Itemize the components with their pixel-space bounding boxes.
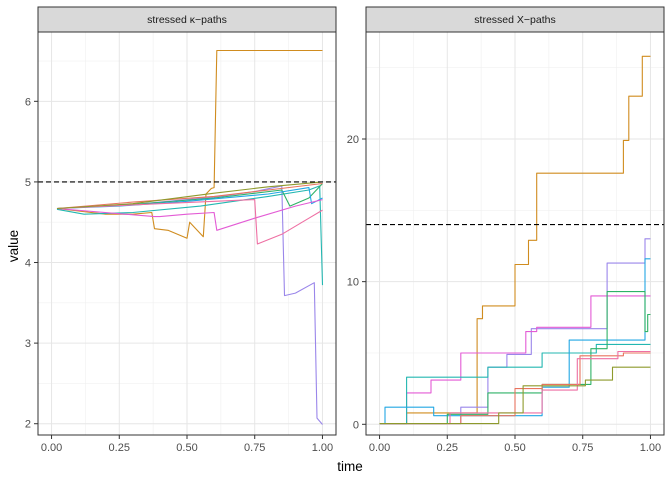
x-tick-label: 0.50 bbox=[176, 442, 197, 454]
series-line-path-pink bbox=[379, 350, 651, 425]
series-line-path-purple bbox=[379, 238, 651, 425]
y-tick-label: 3 bbox=[25, 338, 31, 350]
x-tick-label: 0.25 bbox=[437, 442, 458, 454]
facet-strip-title: stressed κ−paths bbox=[147, 14, 227, 26]
y-axis-title: value bbox=[6, 230, 21, 262]
x-axis-title: time bbox=[337, 459, 363, 474]
x-tick-label: 1.00 bbox=[640, 442, 661, 454]
series-line-path-magenta bbox=[56, 199, 323, 231]
y-tick-label: 4 bbox=[25, 258, 31, 270]
y-tick-label: 6 bbox=[25, 96, 31, 108]
y-tick-label: 20 bbox=[347, 134, 359, 146]
x-tick-label: 0.75 bbox=[572, 442, 593, 454]
x-tick-label: 0.25 bbox=[109, 442, 130, 454]
series-line-path-green bbox=[379, 291, 651, 425]
y-tick-label: 2 bbox=[25, 419, 31, 431]
series-line-path-olive bbox=[56, 181, 323, 210]
facet-strip bbox=[37, 6, 337, 33]
x-tick-label: 0.00 bbox=[41, 442, 62, 454]
series-line-path-red bbox=[379, 352, 651, 425]
x-tick-label: 1.00 bbox=[312, 442, 333, 454]
y-tick-label: 0 bbox=[353, 419, 359, 431]
series-line-path-orange bbox=[379, 55, 651, 425]
facet-strip-title: stressed X−paths bbox=[474, 14, 555, 26]
panel-kappa-paths: stressed κ−paths 0.00 0.25 0.50 0.75 1.00 2 3 4 5… bbox=[25, 6, 337, 454]
series-line-path-teal bbox=[56, 185, 324, 286]
y-tick-label: 10 bbox=[347, 277, 359, 289]
x-tick-label: 0.00 bbox=[369, 442, 390, 454]
x-tick-label: 0.50 bbox=[504, 442, 525, 454]
series-line-path-magenta bbox=[379, 295, 651, 425]
y-tick-label: 5 bbox=[25, 177, 31, 189]
series-line-path-olive bbox=[379, 366, 651, 425]
series-line-path-pink bbox=[56, 199, 323, 245]
panel-x-paths: stressed X−paths 0.00 0.25 0.50 0.75 1.00 0 10 2… bbox=[347, 6, 665, 454]
facet-strip bbox=[365, 6, 665, 33]
series-line-path-red bbox=[56, 182, 323, 210]
series-line-path-orange bbox=[56, 49, 323, 239]
x-tick-label: 0.75 bbox=[244, 442, 265, 454]
